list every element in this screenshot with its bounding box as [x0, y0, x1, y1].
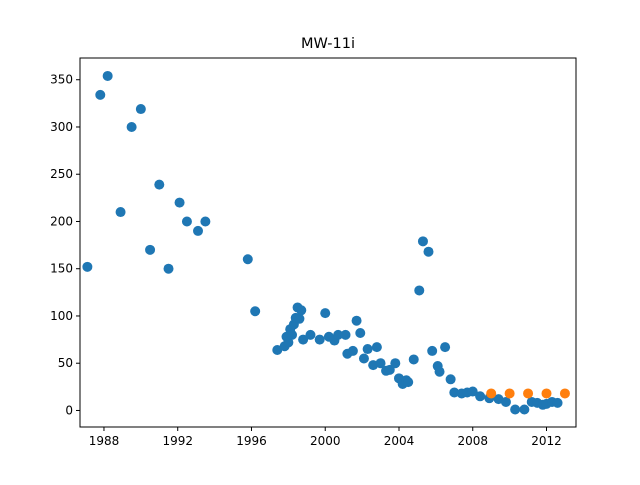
data-point-series-1-60 — [449, 387, 460, 398]
data-points — [82, 70, 570, 415]
data-point-series-1-39 — [358, 353, 369, 364]
data-point-series-1-21 — [287, 329, 298, 340]
x-tick-label: 2012 — [531, 434, 562, 448]
x-axis: 1988 1992 1996 2000 2004 2008 2012 — [89, 427, 562, 448]
data-point-series-1-59 — [445, 374, 456, 385]
x-tick-label: 2004 — [384, 434, 415, 448]
data-point-series-1-54 — [423, 246, 434, 257]
data-point-series-1-36 — [347, 345, 358, 356]
x-tick-label: 1996 — [236, 434, 267, 448]
data-point-series-1-12 — [193, 225, 204, 236]
y-axis: 0 50 100 150 200 250 300 350 — [50, 73, 80, 417]
data-point-series-1-5 — [126, 121, 137, 132]
data-point-series-1-28 — [305, 329, 316, 340]
data-point-series-1-45 — [384, 364, 395, 375]
data-point-series-1-68 — [510, 404, 521, 415]
data-point-series-1-4 — [115, 207, 126, 218]
data-point-series-1-37 — [351, 315, 362, 326]
data-point-series-2-1 — [486, 388, 497, 399]
y-tick-label: 300 — [50, 120, 73, 134]
y-tick-label: 0 — [65, 403, 73, 417]
data-point-series-1-13 — [200, 216, 211, 227]
data-point-series-1-15 — [250, 306, 261, 317]
data-point-series-1-10 — [174, 197, 185, 208]
data-point-series-1-14 — [242, 254, 253, 265]
data-point-series-1-16 — [272, 344, 283, 355]
data-point-series-1-30 — [320, 308, 331, 319]
y-tick-label: 100 — [50, 309, 73, 323]
data-point-series-1-42 — [371, 342, 382, 353]
data-point-series-2-4 — [541, 388, 552, 399]
data-point-series-1-27 — [298, 334, 309, 345]
data-point-series-1-64 — [475, 391, 486, 402]
data-point-series-1-53 — [417, 236, 428, 247]
data-point-series-1-19 — [283, 337, 294, 348]
data-point-series-1-58 — [440, 342, 451, 353]
y-tick-label: 350 — [50, 73, 73, 87]
data-point-series-2-3 — [523, 388, 534, 399]
data-point-series-1-46 — [390, 358, 401, 369]
data-point-series-1-3 — [102, 70, 113, 81]
data-point-series-1-75 — [552, 397, 563, 408]
y-tick-label: 50 — [58, 356, 73, 370]
data-point-series-1-43 — [375, 358, 386, 369]
data-point-series-1-9 — [163, 263, 174, 274]
data-point-series-1-2 — [95, 89, 106, 100]
y-tick-label: 150 — [50, 262, 73, 276]
y-tick-label: 250 — [50, 167, 73, 181]
x-tick-label: 2000 — [310, 434, 341, 448]
data-point-series-1-38 — [355, 327, 366, 338]
data-point-series-1-29 — [314, 334, 325, 345]
data-point-series-1-55 — [427, 345, 438, 356]
x-tick-label: 2008 — [457, 434, 488, 448]
data-point-series-1-8 — [154, 179, 165, 190]
data-point-series-1-69 — [519, 404, 530, 415]
data-point-series-1-57 — [434, 366, 445, 377]
data-point-series-2-5 — [559, 388, 570, 399]
data-point-series-1-26 — [296, 305, 307, 316]
data-point-series-1-51 — [408, 354, 419, 365]
data-point-series-1-52 — [414, 285, 425, 296]
data-point-series-1-25 — [294, 313, 305, 324]
data-point-series-1-67 — [500, 396, 511, 407]
data-point-series-1-7 — [145, 244, 156, 255]
chart-title: MW-11i — [301, 36, 355, 52]
data-point-series-1-6 — [135, 104, 146, 115]
data-point-series-2-2 — [504, 388, 515, 399]
data-point-series-1-1 — [82, 261, 93, 272]
y-tick-label: 200 — [50, 214, 73, 228]
data-point-series-1-50 — [403, 377, 414, 388]
data-point-series-1-11 — [181, 216, 192, 227]
plot-frame — [79, 57, 577, 428]
data-point-series-1-33 — [333, 329, 344, 340]
data-point-series-1-63 — [467, 386, 478, 397]
x-tick-label: 1988 — [89, 434, 120, 448]
data-point-series-1-40 — [362, 344, 373, 355]
data-point-series-1-34 — [340, 329, 351, 340]
x-tick-label: 1992 — [162, 434, 193, 448]
